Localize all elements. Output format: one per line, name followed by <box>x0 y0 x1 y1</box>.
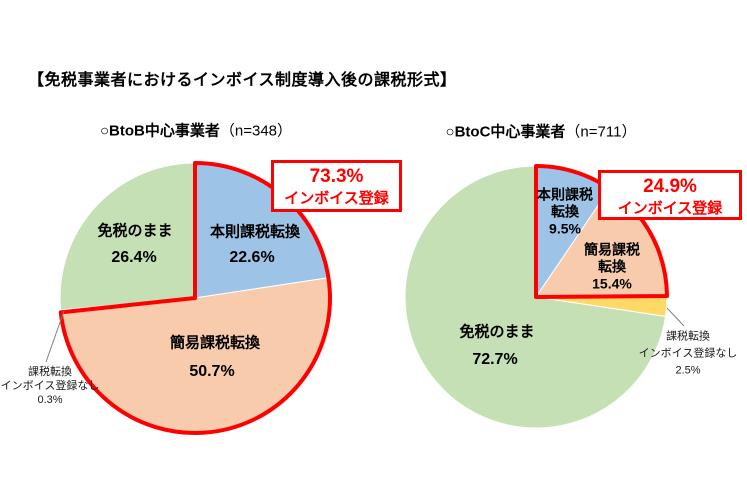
btob-invoice-callout-label: インボイス登録 <box>284 190 389 207</box>
btoc-exempt-pct: 72.7% <box>472 351 518 368</box>
btob-simplified-label: 簡易課税転換 <box>169 334 261 352</box>
btob-noregistration-line2: インボイス登録なし <box>0 380 100 392</box>
btob-noregistration-label: 課税転換 インボイス登録なし 0.3% <box>1 365 100 407</box>
btoc-exempt-label: 免税のまま <box>459 323 535 341</box>
btob-invoice-callout: 73.3% インボイス登録 <box>271 160 402 212</box>
btoc-standard-label: 本則課税 転換 9.5% <box>537 187 593 238</box>
btoc-simplified-pct: 15.4% <box>592 275 632 292</box>
btoc-standard-line2: 転換 <box>551 203 579 220</box>
btoc-invoice-callout-label: インボイス登録 <box>617 200 723 217</box>
btob-exempt-pct: 26.4% <box>111 249 157 266</box>
btoc-noregistration-line2: インボイス登録なし <box>638 347 738 360</box>
chart-title-btob: ○BtoB中心事業者（n=348） <box>100 120 292 141</box>
chart-title-btoc-name: ○BtoC中心事業者 <box>445 123 566 141</box>
btoc-invoice-callout-pct: 24.9% <box>643 176 697 197</box>
btob-noregistration-pct: 0.3% <box>37 394 63 406</box>
btob-exempt-label: 免税のまま <box>97 222 173 240</box>
btoc-noregistration-label: 課税転換 インボイス登録なし 2.5% <box>639 329 738 380</box>
chart-title-btoc-n: （n=711） <box>565 123 637 141</box>
btob-standard-label: 本則課税転換 <box>209 223 301 241</box>
btoc-standard-line1: 本則課税 <box>537 186 593 203</box>
figure-title: 【免税事業者におけるインボイス制度導入後の課税形式】 <box>28 72 457 89</box>
btoc-noregistration-line1: 課税転換 <box>665 330 710 343</box>
btob-invoice-callout-pct: 73.3% <box>309 166 364 187</box>
btoc-simplified-line1: 簡易課税 <box>584 241 640 258</box>
btoc-noregistration-pct: 2.5% <box>675 364 701 377</box>
btob-simplified-pct: 50.7% <box>189 363 235 380</box>
btoc-simplified-line2: 転換 <box>598 258 626 275</box>
btoc-invoice-callout: 24.9% インボイス登録 <box>598 170 742 220</box>
chart-title-btoc: ○BtoC中心事業者（n=711） <box>446 121 637 142</box>
chart-title-btob-name: ○BtoB中心事業者 <box>99 122 220 140</box>
btoc-standard-pct: 9.5% <box>549 220 581 237</box>
btob-noregistration-line1: 課税転換 <box>27 366 72 378</box>
chart-title-btob-n: （n=348） <box>219 122 293 140</box>
btoc-simplified-label: 簡易課税 転換 15.4% <box>584 242 640 293</box>
btob-standard-pct: 22.6% <box>229 249 275 266</box>
